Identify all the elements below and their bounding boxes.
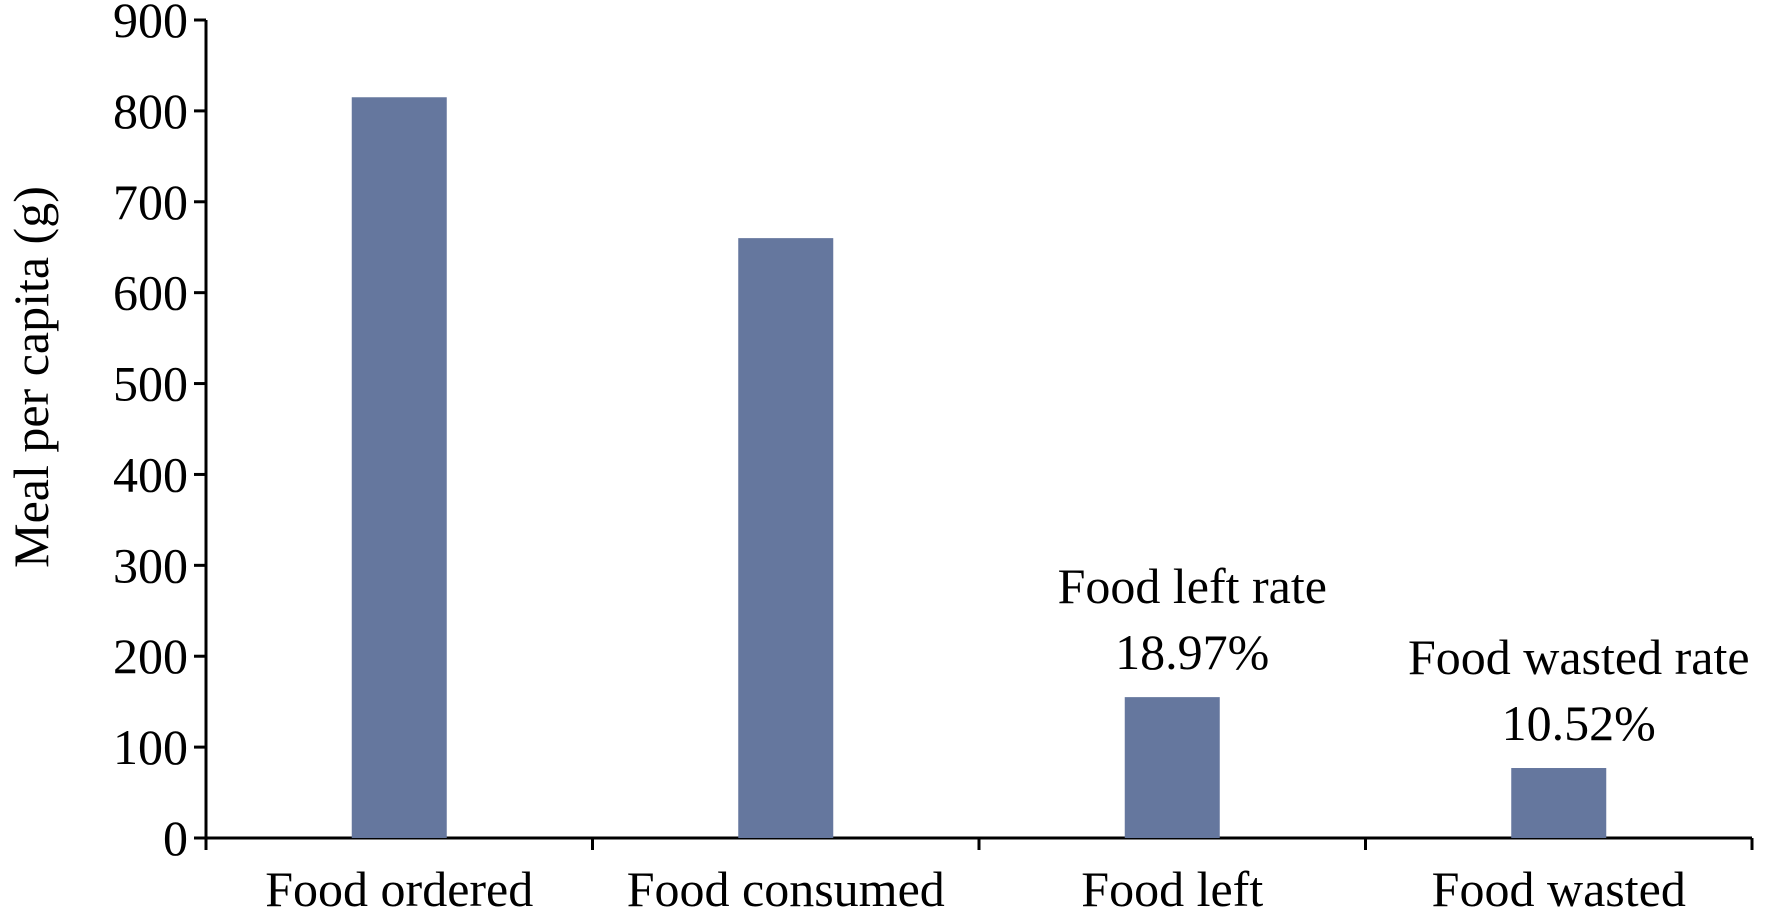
y-tick-label: 300 — [113, 537, 188, 593]
annotation-label: Food left rate — [1058, 558, 1327, 614]
y-tick-label: 200 — [113, 628, 188, 684]
y-tick-label: 0 — [163, 810, 188, 866]
labels: 0 100 200 300 400 500 600 700 800 900 Food ordered… — [113, 0, 1750, 917]
y-tick-label: 600 — [113, 265, 188, 321]
y-tick-label: 500 — [113, 356, 188, 412]
annotation-label: Food wasted rate — [1408, 629, 1750, 685]
annotation-label: 10.52% — [1502, 695, 1656, 751]
bars — [351, 97, 1607, 839]
category-label: Food wasted — [1432, 861, 1686, 917]
y-tick-label: 700 — [113, 174, 188, 230]
y-axis-title: Meal per capita (g) — [3, 186, 59, 568]
category-label: Food left — [1081, 861, 1263, 917]
axes — [194, 18, 1754, 850]
bar — [1124, 697, 1220, 838]
bar — [1511, 768, 1607, 838]
bar — [738, 238, 834, 839]
category-label: Food ordered — [265, 861, 533, 917]
y-tick-label: 100 — [113, 719, 188, 775]
annotation-label: 18.97% — [1115, 624, 1269, 680]
y-tick-label: 400 — [113, 446, 188, 502]
y-tick-label: 900 — [113, 0, 188, 48]
bar — [351, 97, 447, 838]
category-label: Food consumed — [627, 861, 945, 917]
y-tick-label: 800 — [113, 83, 188, 139]
